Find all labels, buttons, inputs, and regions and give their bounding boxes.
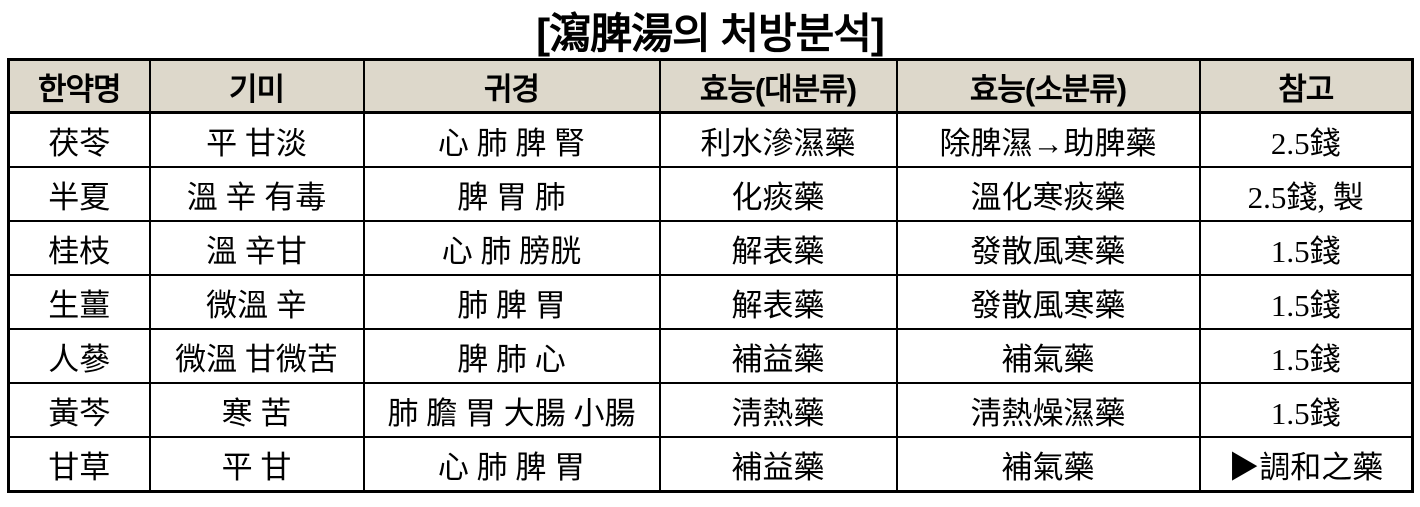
header-cell-herb-name: 한약명	[7, 58, 151, 114]
table-row: 桂枝溫 辛甘心 肺 膀胱 解表藥 發散風寒藥 1.5錢	[7, 220, 1414, 276]
table-cell: 人蔘	[7, 328, 151, 384]
table-cell: 平 甘	[148, 436, 365, 493]
table-row: 人蔘 微溫 甘微苦脾 肺 心補益藥 補氣藥 1.5錢	[7, 328, 1414, 384]
table-cell: 發散風寒藥	[895, 274, 1201, 330]
table-row: 甘草平 甘心 肺 脾 胃補益藥 補氣藥 ▶調和之藥	[7, 436, 1414, 493]
table-cell: 肺 膽 胃 大腸 小腸	[362, 382, 661, 438]
table-row: 黃芩寒 苦肺 膽 胃 大腸 小腸 淸熱藥 淸熱燥濕藥 1.5錢	[7, 382, 1414, 438]
table-cell: 溫 辛 有毒	[148, 166, 365, 222]
table-cell: 微溫 甘微苦	[148, 328, 365, 384]
table-cell: 補氣藥	[895, 328, 1201, 384]
table-cell: 解表藥	[658, 274, 898, 330]
table-row: 半夏溫 辛 有毒脾 胃 肺化痰藥 溫化寒痰藥 2.5錢, 製	[7, 166, 1414, 222]
table-cell: 化痰藥	[658, 166, 898, 222]
table-cell: 黃芩	[7, 382, 151, 438]
prescription-analysis-table: 한약명 기미 귀경 효능(대분류) 효능(소분류) 참고 茯苓平 甘淡心 肺 脾…	[7, 58, 1414, 493]
table-cell: 溫 辛甘	[148, 220, 365, 276]
header-cell-nature-flavor: 기미	[148, 58, 365, 114]
header-cell-meridian-entry: 귀경	[362, 58, 661, 114]
header-cell-efficacy-major: 효능(대분류)	[658, 58, 898, 114]
table-cell: 1.5錢	[1198, 220, 1414, 276]
table-cell: 解表藥	[658, 220, 898, 276]
table-cell: 寒 苦	[148, 382, 365, 438]
header-cell-note: 참고	[1198, 58, 1414, 114]
table-cell: 利水滲濕藥	[658, 111, 898, 168]
table-cell: 肺 脾 胃	[362, 274, 661, 330]
table-body: 茯苓平 甘淡心 肺 脾 腎利水滲濕藥 除脾濕→助脾藥 2.5錢 半夏溫 辛 有毒脾 胃…	[7, 111, 1414, 493]
table-cell: 補益藥	[658, 436, 898, 493]
table-cell: 淸熱燥濕藥	[895, 382, 1201, 438]
header-cell-efficacy-minor: 효능(소분류)	[895, 58, 1201, 114]
table-cell: 桂枝	[7, 220, 151, 276]
table-cell: ▶調和之藥	[1198, 436, 1414, 493]
table-cell: 心 肺 脾 腎	[362, 111, 661, 168]
table-cell: 淸熱藥	[658, 382, 898, 438]
table-cell: 2.5錢, 製	[1198, 166, 1414, 222]
table-cell: 平 甘淡	[148, 111, 365, 168]
table-row: 茯苓平 甘淡心 肺 脾 腎利水滲濕藥 除脾濕→助脾藥 2.5錢	[7, 111, 1414, 168]
table-cell: 補氣藥	[895, 436, 1201, 493]
table-cell: 1.5錢	[1198, 274, 1414, 330]
table-cell: 微溫 辛	[148, 274, 365, 330]
table-cell: 除脾濕→助脾藥	[895, 111, 1201, 168]
table-cell: 脾 胃 肺	[362, 166, 661, 222]
table-cell: 甘草	[7, 436, 151, 493]
table-cell: 生薑	[7, 274, 151, 330]
header-row: 한약명 기미 귀경 효능(대분류) 효능(소분류) 참고	[7, 58, 1414, 114]
table-cell: 發散風寒藥	[895, 220, 1201, 276]
table-cell: 2.5錢	[1198, 111, 1414, 168]
table-cell: 心 肺 膀胱	[362, 220, 661, 276]
table-cell: 脾 肺 心	[362, 328, 661, 384]
table-cell: 1.5錢	[1198, 328, 1414, 384]
table-row: 生薑 微溫 辛肺 脾 胃解表藥 發散風寒藥 1.5錢	[7, 274, 1414, 330]
table-cell: 補益藥	[658, 328, 898, 384]
table-cell: 溫化寒痰藥	[895, 166, 1201, 222]
table-cell: 茯苓	[7, 111, 151, 168]
table-cell: 1.5錢	[1198, 382, 1414, 438]
table-cell: 心 肺 脾 胃	[362, 436, 661, 493]
page-title: [瀉脾湯의 처방분석]	[536, 10, 885, 57]
table-cell: 半夏	[7, 166, 151, 222]
table-header: 한약명 기미 귀경 효능(대분류) 효능(소분류) 참고	[7, 58, 1414, 114]
